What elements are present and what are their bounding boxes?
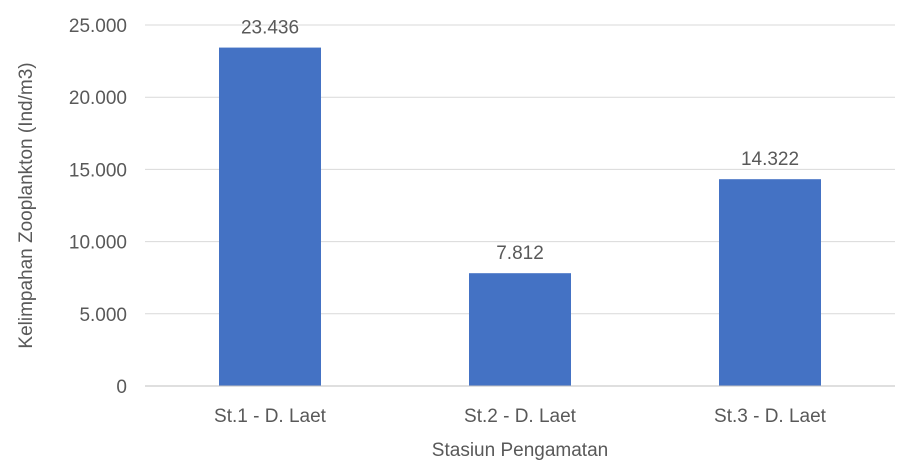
y-tick-label: 20.000	[69, 88, 127, 109]
y-axis-ticks: 0 5.000 10.000 15.000 20.000 25.000	[69, 16, 127, 398]
bar	[219, 47, 321, 386]
y-tick-label: 15.000	[69, 160, 127, 181]
y-tick-label: 0	[116, 377, 127, 398]
data-label: 7.812	[496, 243, 544, 264]
y-tick-label: 10.000	[69, 233, 127, 254]
data-labels: 23.436 7.812 14.322	[241, 18, 799, 265]
bar	[469, 273, 571, 386]
x-axis-title: Stasiun Pengamatan	[432, 440, 608, 461]
data-label: 14.322	[741, 149, 799, 170]
x-axis-categories: St.1 - D. Laet St.2 - D. Laet St.3 - D. La…	[214, 406, 827, 427]
y-axis-title: Kelimpahan Zooplankton (Ind/m3)	[16, 62, 37, 348]
category-label: St.2 - D. Laet	[464, 406, 577, 427]
y-tick-label: 25.000	[69, 16, 127, 37]
bar	[719, 179, 821, 386]
bars	[219, 47, 821, 386]
data-label: 23.436	[241, 18, 299, 39]
category-label: St.3 - D. Laet	[714, 406, 827, 427]
category-label: St.1 - D. Laet	[214, 406, 327, 427]
y-tick-label: 5.000	[79, 305, 127, 326]
